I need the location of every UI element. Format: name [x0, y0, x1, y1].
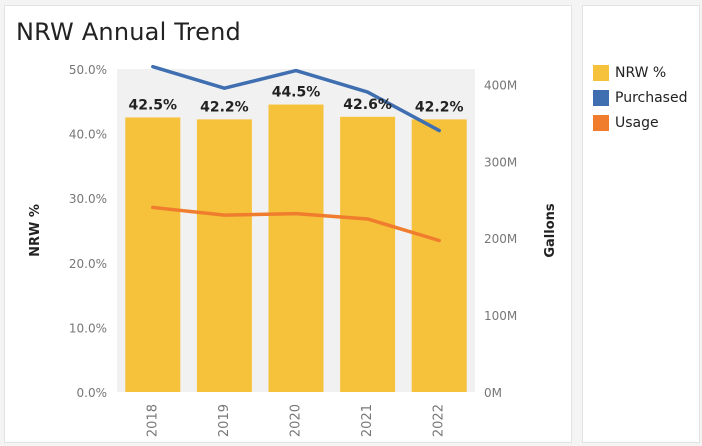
y-left-axis-title: NRW % — [28, 204, 43, 257]
legend-panel: NRW % Purchased Usage — [582, 5, 700, 443]
legend-swatch-purchased — [593, 90, 609, 106]
legend-item-purchased[interactable]: Purchased — [593, 88, 687, 108]
y-left-tick-label: 40.0% — [69, 128, 107, 142]
chart-plot: 42.5% 42.2% 44.5% 42.6% 42.2% 0.0% 10.0% 20.0% 3… — [28, 63, 558, 437]
y-left-tick-label: 50.0% — [69, 63, 107, 77]
chart-title: NRW Annual Trend — [16, 18, 241, 46]
bar-label-2019: 42.2% — [200, 99, 249, 115]
y-right-tick-label: 400M — [484, 78, 517, 92]
bar-label-2022: 42.2% — [415, 99, 464, 115]
y-right-tick-label: 200M — [484, 232, 517, 246]
x-tick-label-2018: 2018 — [145, 404, 160, 437]
bar-label-2021: 42.6% — [343, 97, 392, 113]
bar-2018 — [125, 117, 181, 392]
y-right-tick-label: 0M — [484, 386, 502, 400]
legend-item-usage[interactable]: Usage — [593, 113, 659, 133]
legend-label-purchased: Purchased — [615, 90, 688, 106]
bar-label-2020: 44.5% — [272, 85, 321, 101]
x-tick-label-2021: 2021 — [360, 404, 375, 437]
y-right-tick-label: 100M — [484, 309, 517, 323]
y-left-tick-label: 0.0% — [77, 386, 108, 400]
legend-item-nrw[interactable]: NRW % — [593, 63, 666, 83]
x-tick-label-2022: 2022 — [432, 404, 447, 437]
bar-2021 — [340, 116, 396, 392]
line-usage — [151, 205, 441, 243]
bar-2022 — [411, 119, 467, 392]
line-purchased — [151, 64, 441, 133]
legend-swatch-nrw — [593, 65, 609, 81]
y-left-tick-label: 10.0% — [69, 321, 107, 335]
legend-label-nrw: NRW % — [615, 65, 667, 81]
y-right-axis-title: Gallons — [543, 203, 558, 258]
bar-label-2018: 42.5% — [129, 97, 178, 113]
x-tick-label-2020: 2020 — [289, 404, 304, 437]
bar-2019 — [196, 119, 252, 392]
y-left-tick-label: 30.0% — [69, 192, 107, 206]
y-left-tick-label: 20.0% — [69, 257, 107, 271]
bar-2020 — [268, 104, 324, 392]
legend-swatch-usage — [593, 115, 609, 131]
chart-panel: NRW Annual Trend 42.5% 42.2% 44.5% 42.6% 42.… — [4, 5, 572, 443]
x-tick-label-2019: 2019 — [217, 404, 232, 437]
y-right-tick-label: 300M — [484, 155, 517, 169]
legend-label-usage: Usage — [615, 115, 659, 131]
